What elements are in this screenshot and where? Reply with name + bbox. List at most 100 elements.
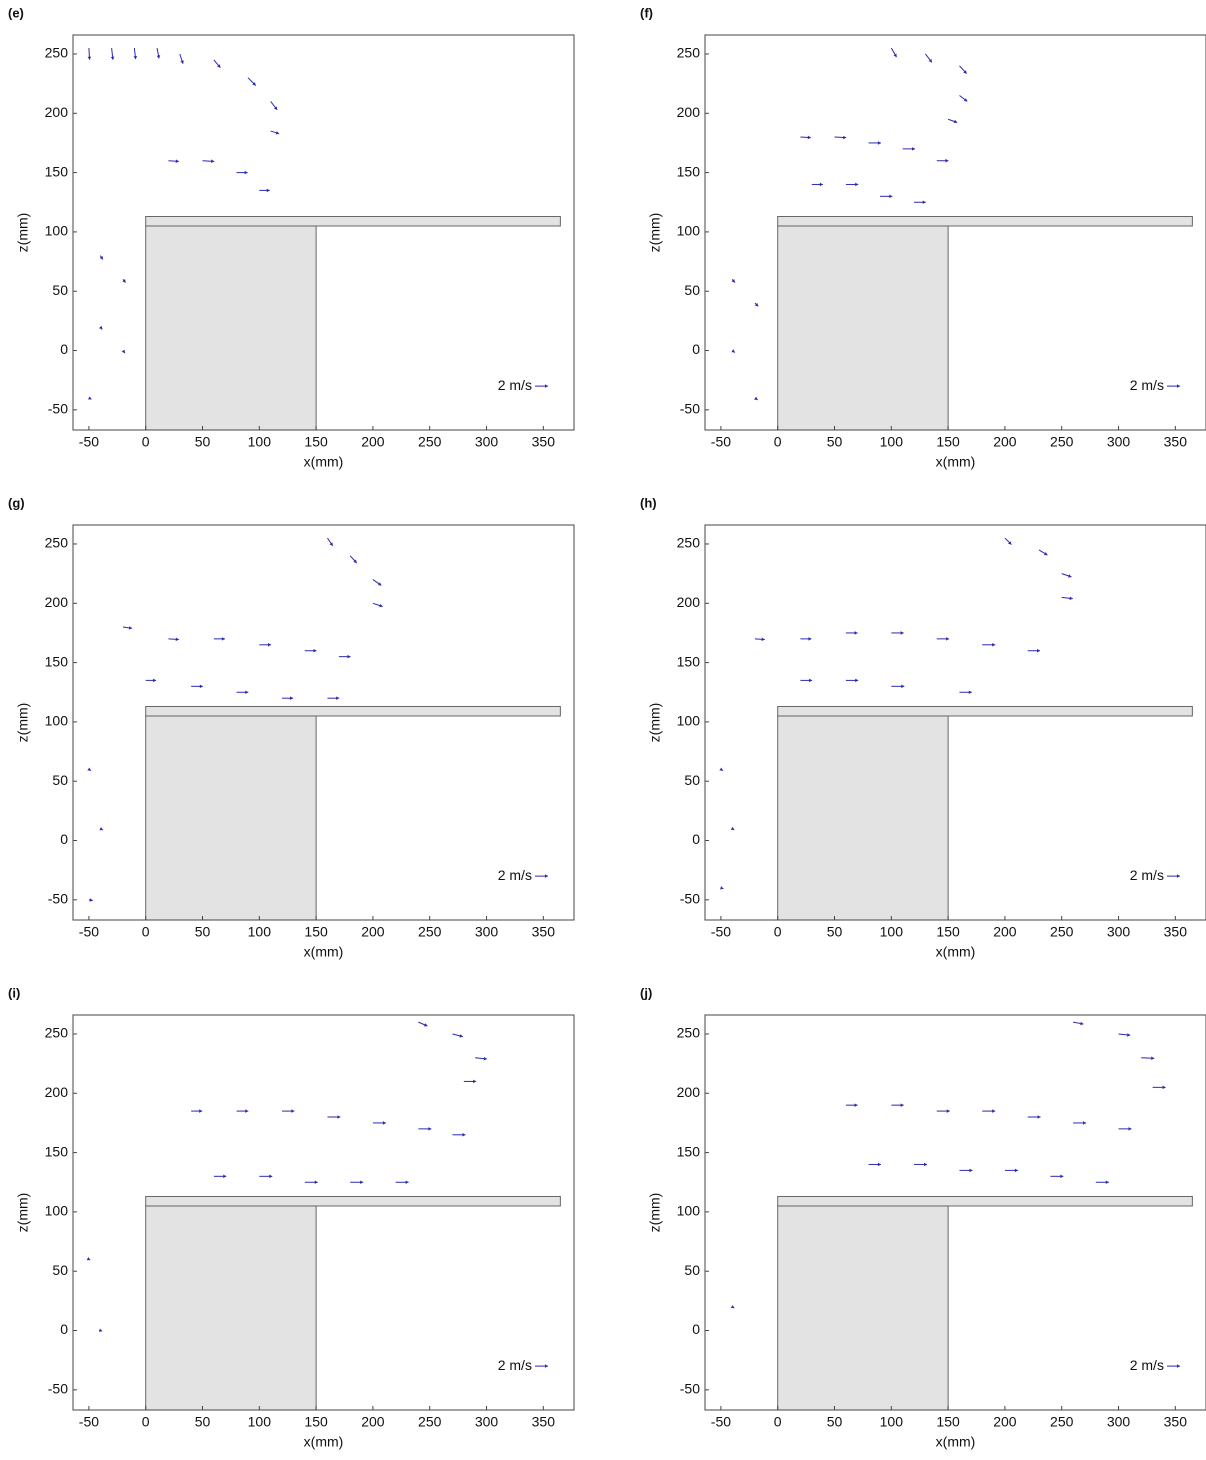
vector (891, 1103, 904, 1107)
block (145, 1205, 317, 1411)
panel-label: (h) (640, 495, 657, 510)
y-tick-label: -50 (680, 1381, 700, 1397)
vector-head (1162, 1085, 1166, 1090)
vector-head (266, 188, 270, 193)
vector (936, 637, 950, 641)
block (777, 1205, 949, 1411)
vector (1073, 1121, 1087, 1125)
vector-head (946, 1109, 950, 1113)
vector (304, 1180, 318, 1185)
panel-label: (g) (8, 495, 25, 510)
vector-head (720, 886, 724, 890)
x-tick-label: 50 (827, 924, 843, 940)
vector (99, 827, 104, 831)
vector-head (1128, 1127, 1132, 1131)
y-tick-label: 100 (45, 1203, 69, 1219)
y-axis-label: z(mm) (15, 1193, 31, 1233)
vector (720, 886, 724, 890)
vector (122, 626, 133, 630)
vector-head (244, 170, 248, 175)
vector-head (992, 1109, 996, 1113)
vector (959, 690, 972, 695)
x-tick-label: 0 (774, 1414, 782, 1430)
vector (845, 678, 859, 683)
vector-head (133, 55, 138, 60)
axes-frame (72, 1014, 575, 1411)
x-tick-label: 200 (361, 434, 385, 450)
vector-head (273, 106, 278, 110)
panel-label: (j) (640, 985, 652, 1000)
vector (1166, 1364, 1180, 1368)
vector-head (353, 559, 357, 563)
vector (959, 1168, 973, 1173)
y-tick-label: 150 (677, 653, 701, 669)
x-tick-label: 100 (880, 434, 904, 450)
reference-label: 2 m/s (1130, 377, 1164, 393)
vector (1038, 549, 1048, 556)
vector (372, 579, 382, 586)
y-tick-label: 150 (677, 163, 701, 179)
x-tick-label: 350 (532, 1414, 556, 1430)
vector (1166, 384, 1180, 388)
y-axis-label: z(mm) (15, 213, 31, 253)
vector (891, 684, 905, 689)
vector (133, 47, 138, 60)
vector-head (889, 194, 893, 199)
x-tick-label: 150 (304, 924, 328, 940)
vector (890, 47, 897, 58)
vector (191, 684, 203, 689)
y-tick-label: 100 (45, 223, 69, 239)
vector-head (877, 141, 881, 145)
reference-label: 2 m/s (1130, 867, 1164, 883)
vector-head (99, 827, 103, 831)
vector (418, 1021, 428, 1027)
vector-head (217, 64, 221, 68)
y-tick-label: 100 (45, 713, 69, 729)
x-tick-label: -50 (711, 434, 731, 450)
vector (88, 898, 93, 902)
vector-head (88, 396, 92, 400)
vector-head (382, 1121, 386, 1125)
vector-head (347, 654, 351, 659)
x-tick-label: 350 (532, 434, 556, 450)
y-tick-label: 250 (677, 535, 701, 551)
vector-head (86, 1257, 91, 1261)
vector-head (854, 1103, 858, 1107)
vector (754, 302, 759, 307)
vector (982, 1109, 996, 1113)
vector (98, 1328, 103, 1332)
x-axis-label: x(mm) (304, 454, 344, 470)
y-tick-label: 50 (52, 1262, 68, 1278)
vector-head (1014, 1168, 1018, 1173)
vector-head (89, 898, 93, 902)
y-axis-label: z(mm) (647, 213, 663, 253)
vector (936, 1109, 950, 1113)
vector (282, 1109, 295, 1113)
y-tick-label: 100 (677, 713, 701, 729)
vector (731, 349, 736, 353)
vector-head (290, 696, 294, 700)
vector-head (900, 631, 904, 635)
vector (247, 77, 257, 86)
vector (719, 767, 724, 772)
panel-label: (f) (640, 5, 653, 20)
vector (534, 874, 548, 878)
y-tick-label: 50 (52, 282, 68, 298)
vector-head (946, 637, 950, 641)
deck (777, 215, 1193, 227)
reference-label: 2 m/s (498, 867, 532, 883)
vector (213, 637, 225, 641)
vector-head (1008, 541, 1012, 545)
vector (145, 678, 157, 683)
x-tick-label: 250 (1050, 434, 1074, 450)
y-tick-label: 200 (45, 594, 69, 610)
x-tick-label: 250 (1050, 924, 1074, 940)
vector-head (544, 1364, 548, 1368)
vector (236, 1109, 249, 1113)
block (145, 225, 317, 431)
deck (145, 215, 561, 227)
vector (868, 141, 881, 145)
vector (800, 637, 812, 641)
vector-head (428, 1127, 432, 1131)
vector (236, 690, 249, 695)
